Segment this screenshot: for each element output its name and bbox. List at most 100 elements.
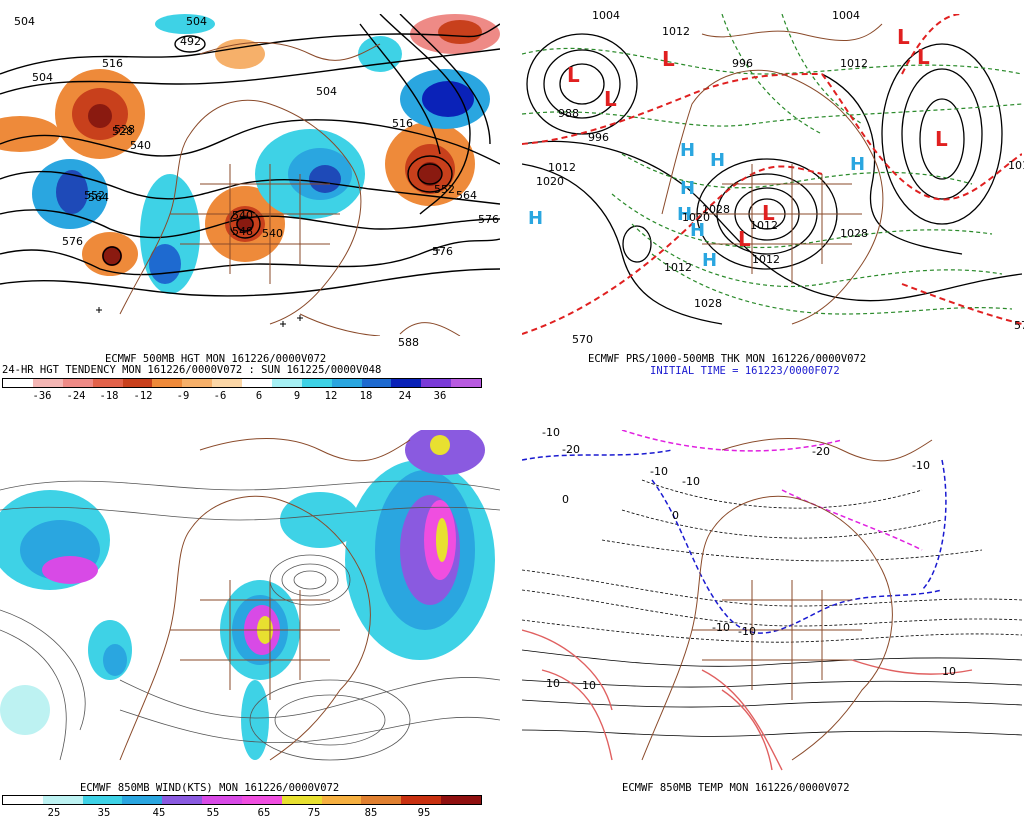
low-pressure-icon: L [897, 25, 910, 49]
colorbar-tick-label: 9 [293, 390, 301, 402]
contour-label: 576 [62, 235, 83, 248]
contour-label: 570 [1014, 319, 1024, 332]
colorbar-swatch [32, 379, 63, 387]
colorbar-tick-label: 6 [255, 390, 263, 402]
cross-markers [96, 247, 440, 327]
contour-label: 1012 [840, 57, 868, 70]
contour-label: 0 [562, 493, 569, 506]
colorbar-swatch [421, 379, 452, 387]
contour-label: 1012 [662, 25, 690, 38]
contour-label: 504 [186, 15, 207, 28]
colorbar-swatch [271, 379, 302, 387]
contour-label: -10 [738, 625, 756, 638]
colorbar-tick-label: -18 [99, 390, 119, 402]
panel-500mb-height: ECMWF 500MB HGT MON 161226/0000V072 [0, 14, 500, 365]
high-pressure-icon: H [680, 178, 695, 199]
contour-label: 548 [232, 225, 253, 238]
contour-label: 576 [432, 245, 453, 258]
contour-label: 540 [130, 139, 151, 152]
contour-label: 516 [102, 57, 123, 70]
low-pressure-icon: L [917, 45, 930, 69]
geography-outline-layer [661, 23, 884, 325]
colorbar-swatch [212, 379, 242, 387]
contour-label: -10 [682, 475, 700, 488]
contour-label: 988 [558, 107, 579, 120]
contour-label: 540 [262, 227, 283, 240]
colorbar-swatch [241, 796, 282, 804]
high-pressure-icon: H [528, 208, 543, 229]
contour-label: 540 [232, 209, 253, 222]
wind-speed-map [0, 430, 500, 761]
colorbar-swatch [361, 796, 402, 804]
wind-caption: ECMWF 850MB WIND(KTS) MON 161226/0000V07… [80, 782, 340, 794]
low-pressure-icon: L [604, 87, 617, 111]
pressure-thickness-caption: ECMWF PRS/1000-500MB THK MON 161226/0000… [588, 353, 867, 365]
contour-label: -10 [912, 459, 930, 472]
contour-label: 504 [32, 71, 53, 84]
contour-label: 564 [456, 189, 477, 202]
contour-label: 996 [588, 131, 609, 144]
contour-label: 1012 [548, 161, 576, 174]
colorbar-swatch [182, 379, 213, 387]
colorbar-tick-label: 36 [433, 390, 447, 402]
colorbar-tick-label: 35 [97, 807, 111, 819]
high-pressure-symbols: H H H H H H H H [528, 140, 865, 271]
streamline-layer [0, 480, 500, 761]
contour-label: 1020 [536, 175, 564, 188]
colorbar-tick-label: 95 [417, 807, 431, 819]
contour-label: 504 [14, 15, 35, 28]
colorbar-tick-label: -24 [66, 390, 86, 402]
contour-label: 516 [392, 117, 413, 130]
colorbar-swatch [242, 379, 272, 387]
colorbar-tick-label: 55 [206, 807, 220, 819]
contour-label: 996 [732, 57, 753, 70]
colorbar-swatch [92, 379, 123, 387]
high-pressure-icon: H [677, 204, 692, 225]
low-pressure-icon: L [762, 201, 775, 225]
low-pressure-icon: L [662, 47, 675, 71]
contour-label: 1028 [840, 227, 868, 240]
colorbar-swatch [42, 796, 83, 804]
contour-label: 1020 [682, 211, 710, 224]
contour-label: 10 [582, 679, 596, 692]
wind-fill-layer [0, 430, 495, 760]
contour-label: 1028 [694, 297, 722, 310]
high-pressure-icon: H [702, 250, 717, 271]
tendency-caption: 24-HR HGT TENDENCY MON 161226/0000V072 :… [2, 364, 382, 376]
contour-label: -10 [542, 426, 560, 439]
colorbar-tick-label: -9 [176, 390, 190, 402]
low-pressure-icon: L [738, 227, 751, 251]
colorbar-swatch [331, 379, 362, 387]
geography-outline-layer [119, 437, 411, 761]
contour-label: 576 [478, 213, 499, 226]
contour-label: 0 [672, 509, 679, 522]
colorbar-swatch [62, 379, 93, 387]
contour-label: -10 [712, 621, 730, 634]
contour-label: 1012 [752, 253, 780, 266]
colorbar-tick-label: 75 [307, 807, 321, 819]
cold-isotherm-layer [522, 430, 947, 634]
freezing-thickness-line [522, 14, 1022, 335]
colorbar-swatch [321, 796, 362, 804]
high-pressure-icon: H [850, 154, 865, 175]
colorbar-swatch [451, 379, 481, 387]
temperature-map [522, 430, 1022, 771]
colorbar-tick-label: 85 [364, 807, 378, 819]
colorbar-swatch [441, 796, 481, 804]
contour-label: 552 [84, 189, 105, 202]
temperature-caption: ECMWF 850MB TEMP MON 161226/0000V072 [622, 782, 850, 794]
panel-850mb-wind: ECMWF 850MB WIND(KTS) MON 161226/0000V07… [0, 430, 500, 794]
contour-label: 492 [180, 35, 201, 48]
contour-label: -10 [650, 465, 668, 478]
high-pressure-icon: H [710, 150, 725, 171]
colorbar-tick-label: -6 [213, 390, 227, 402]
high-pressure-icon: H [680, 140, 695, 161]
colorbar-tick-label: 24 [398, 390, 412, 402]
isobar-layer [522, 33, 1022, 325]
colorbar-tick-label: -12 [133, 390, 153, 402]
colorbar-swatch [391, 379, 422, 387]
low-pressure-icon: L [935, 127, 948, 151]
colorbar-swatch [3, 796, 43, 804]
colorbar-swatch [122, 796, 163, 804]
colorbar-swatch [301, 379, 332, 387]
